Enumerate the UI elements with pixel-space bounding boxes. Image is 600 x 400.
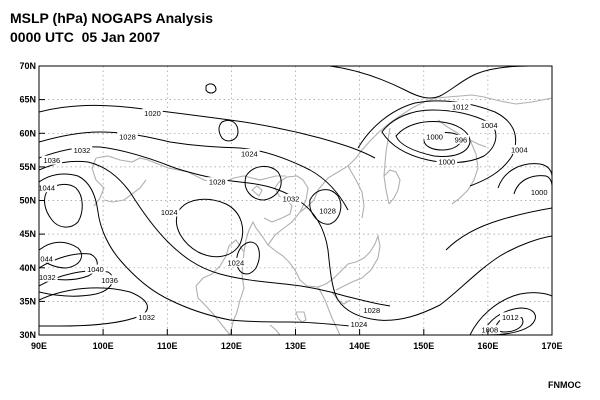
isobar-value-label: 1028	[209, 178, 226, 187]
contour-label-background	[528, 187, 550, 197]
contour-label-background	[436, 156, 458, 166]
isobar-value-label: 1032	[283, 194, 300, 203]
isobar-value-label: 1008	[481, 326, 498, 335]
axis-ticks	[39, 65, 489, 335]
contour-label-background	[348, 319, 370, 329]
longitude-labels: 90E 100E 110E 120E 130E 140E 150E 160E 1…	[31, 341, 563, 351]
isobar-value-label: 1036	[101, 276, 118, 285]
isobar-value-label: 1024	[351, 320, 368, 329]
contour-label-background	[317, 206, 338, 216]
lon-label: 110E	[157, 341, 178, 351]
isobar-value-label: 1036	[43, 156, 60, 165]
map-title: MSLP (hPa) NOGAPS Analysis	[10, 10, 214, 26]
lat-label: 40N	[19, 263, 36, 273]
contour-label-background	[424, 132, 445, 142]
contour-label-background	[99, 275, 120, 285]
lat-label: 55N	[19, 162, 36, 172]
isobar-value-label: 1032	[39, 273, 56, 282]
contour-label-background	[142, 108, 163, 118]
lon-label: 160E	[477, 341, 498, 351]
contour-label-background	[38, 253, 55, 263]
contour-label-background	[41, 155, 63, 165]
isobar-value-label: 1000	[438, 157, 455, 166]
contour-label-background	[478, 120, 500, 130]
contour-label-background	[450, 101, 471, 111]
lat-label: 70N	[19, 61, 36, 71]
contour-label-background	[158, 207, 180, 217]
lon-label: 150E	[413, 341, 434, 351]
contour-label-background	[500, 312, 521, 322]
isobar-value-label: 1028	[119, 133, 136, 142]
credit-label: FNMOC	[548, 380, 581, 390]
coastlines	[91, 94, 552, 335]
isobar-value-label: 1024	[241, 149, 258, 158]
lat-label: 65N	[19, 95, 36, 105]
latitude-labels: 70N 65N 60N 55N 50N 45N 40N 35N 30N	[19, 61, 36, 340]
isobar-value-label: 1032	[138, 313, 155, 322]
isobar-value-label: 1004	[481, 121, 498, 130]
lat-label: 45N	[19, 229, 36, 239]
contour-labels: 1020 1028 1032 1036 1044 1024 1028 1024 1032 1028…	[36, 101, 550, 335]
lat-label: 50N	[19, 196, 36, 206]
lon-label: 140E	[349, 341, 370, 351]
contour-label-background	[136, 312, 158, 322]
contour-label-background	[361, 305, 383, 315]
lon-label: 120E	[221, 341, 242, 351]
isobar-value-label: 1000	[426, 133, 443, 142]
isobar-value-label: 996	[455, 135, 468, 144]
isobar-value-label: 044	[40, 254, 53, 263]
isobar-value-label: 1028	[363, 306, 380, 315]
isobars	[39, 66, 552, 335]
map-subtitle: 0000 UTC 05 Jan 2007	[10, 29, 161, 45]
isobar-value-label: 1040	[87, 265, 104, 274]
lat-label: 30N	[19, 330, 36, 340]
lon-label: 90E	[31, 341, 47, 351]
contour-label-background	[37, 272, 58, 282]
isobar-value-label: 1028	[319, 207, 336, 216]
isobar-value-label: 1044	[38, 184, 55, 193]
contour-label-background	[239, 148, 260, 158]
isobar-value-label: 1032	[74, 146, 91, 155]
contour-label-background	[206, 177, 228, 187]
lat-label: 60N	[19, 128, 36, 138]
contour-label-background	[280, 193, 302, 203]
isobar-value-label: 1024	[228, 258, 245, 267]
lon-label: 130E	[285, 341, 306, 351]
contour-label-background	[71, 145, 93, 155]
contour-label-background	[508, 144, 530, 154]
contour-label-background	[479, 325, 501, 335]
isobar-value-label: 1024	[161, 208, 178, 217]
contour-label-background	[452, 134, 470, 144]
contour-label-background	[85, 264, 106, 274]
lat-label: 35N	[19, 296, 36, 306]
isobar-value-label: 1020	[144, 109, 161, 118]
lon-label: 100E	[93, 341, 114, 351]
isobar-value-label: 1012	[502, 313, 519, 322]
isobar-value-label: 1012	[452, 102, 469, 111]
lon-label: 170E	[541, 341, 562, 351]
contour-label-background	[36, 183, 57, 193]
isobar-value-label: 1004	[511, 145, 528, 154]
contour-label-background	[225, 257, 247, 267]
isobar-value-label: 1000	[531, 188, 548, 197]
contour-label-background	[117, 132, 138, 142]
